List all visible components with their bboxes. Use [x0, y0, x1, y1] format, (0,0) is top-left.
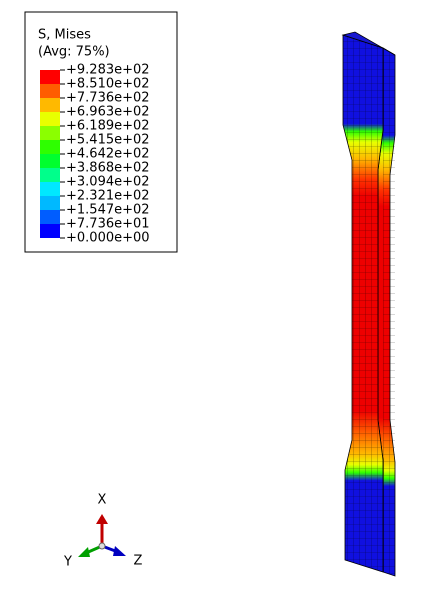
legend-label: +7.736e+02 — [66, 91, 150, 106]
specimen — [341, 31, 396, 577]
legend-swatch — [40, 84, 60, 98]
legend-label: +2.321e+02 — [66, 189, 150, 204]
axis-label-z: Z — [134, 554, 143, 569]
legend-title: S, Mises — [38, 28, 91, 43]
triad: X Y Z — [63, 493, 143, 570]
axis-label-y: Y — [63, 555, 72, 570]
legend-label: +3.094e+02 — [66, 175, 150, 190]
legend-swatch — [40, 140, 60, 154]
legend-scale: +9.283e+02+8.510e+02+7.736e+02+6.963e+02… — [40, 63, 150, 246]
legend-swatch — [40, 196, 60, 210]
legend-label: +7.736e+01 — [66, 217, 150, 232]
legend-label: +6.963e+02 — [66, 105, 150, 120]
legend-swatch — [40, 224, 60, 238]
legend-label: +8.510e+02 — [66, 77, 150, 92]
legend-label: +3.868e+02 — [66, 161, 150, 176]
legend-swatch — [40, 98, 60, 112]
legend-label: +0.000e+00 — [66, 231, 150, 246]
legend-swatch — [40, 112, 60, 126]
legend-label: +5.415e+02 — [66, 133, 150, 148]
legend-label: +1.547e+02 — [66, 203, 150, 218]
axis-label-x: X — [98, 493, 107, 508]
legend-label: +6.189e+02 — [66, 119, 150, 134]
legend-swatch — [40, 210, 60, 224]
legend-swatch — [40, 70, 60, 84]
legend-label: +4.642e+02 — [66, 147, 150, 162]
legend-label: +9.283e+02 — [66, 63, 150, 78]
legend-swatch — [40, 126, 60, 140]
legend-swatch — [40, 168, 60, 182]
legend-swatch — [40, 154, 60, 168]
legend-subtitle: (Avg: 75%) — [38, 45, 110, 60]
legend-swatch — [40, 182, 60, 196]
